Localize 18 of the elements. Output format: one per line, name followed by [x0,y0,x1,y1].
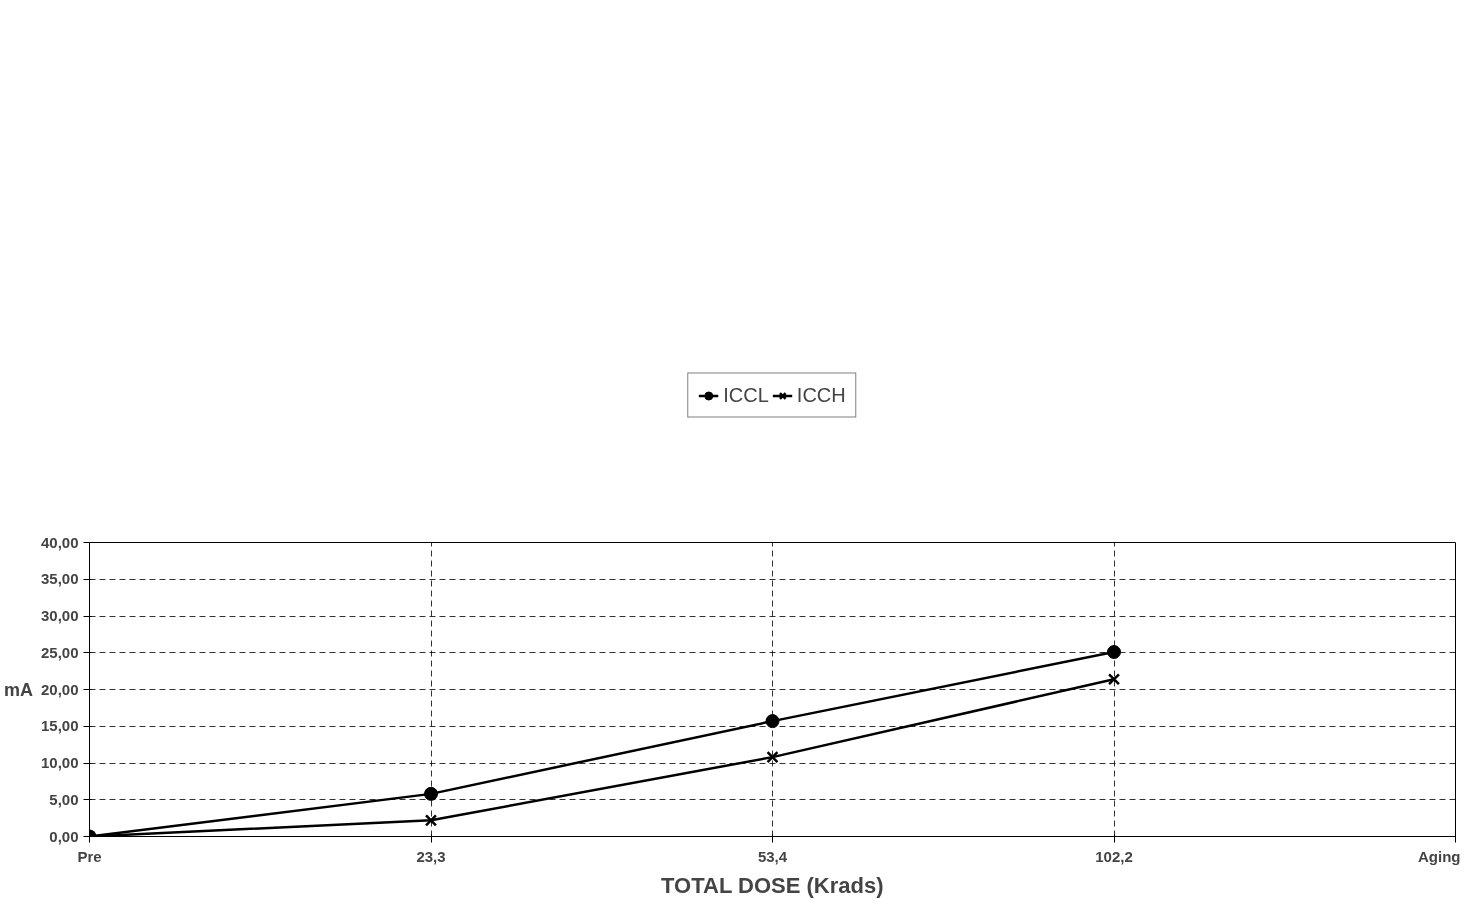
x-tick-label: 23,3 [416,847,446,865]
y-tick-label: 35,00 [40,570,79,588]
x-tick-label: 102,2 [1095,847,1133,865]
x-tick-label: 53,4 [757,847,788,865]
x-tick-label: Aging [1418,847,1461,865]
y-axis-title: mA [3,679,33,700]
y-tick-label: 30,00 [40,607,79,624]
x-tick-label: Pre [77,847,102,865]
x-axis-title: TOTAL DOSE (Krads) [661,872,884,898]
legend-label: ICCL [723,383,769,407]
y-tick-label: 5,00 [49,790,79,808]
y-tick-label: 10,00 [40,754,79,771]
y-tick-label: 0,00 [49,827,79,845]
y-tick-label: 40,00 [40,533,79,551]
legend-label: ICCH [796,383,846,407]
y-tick-label: 15,00 [40,717,79,735]
y-tick-label: 20,00 [40,680,79,698]
y-tick-label: 25,00 [40,643,79,661]
